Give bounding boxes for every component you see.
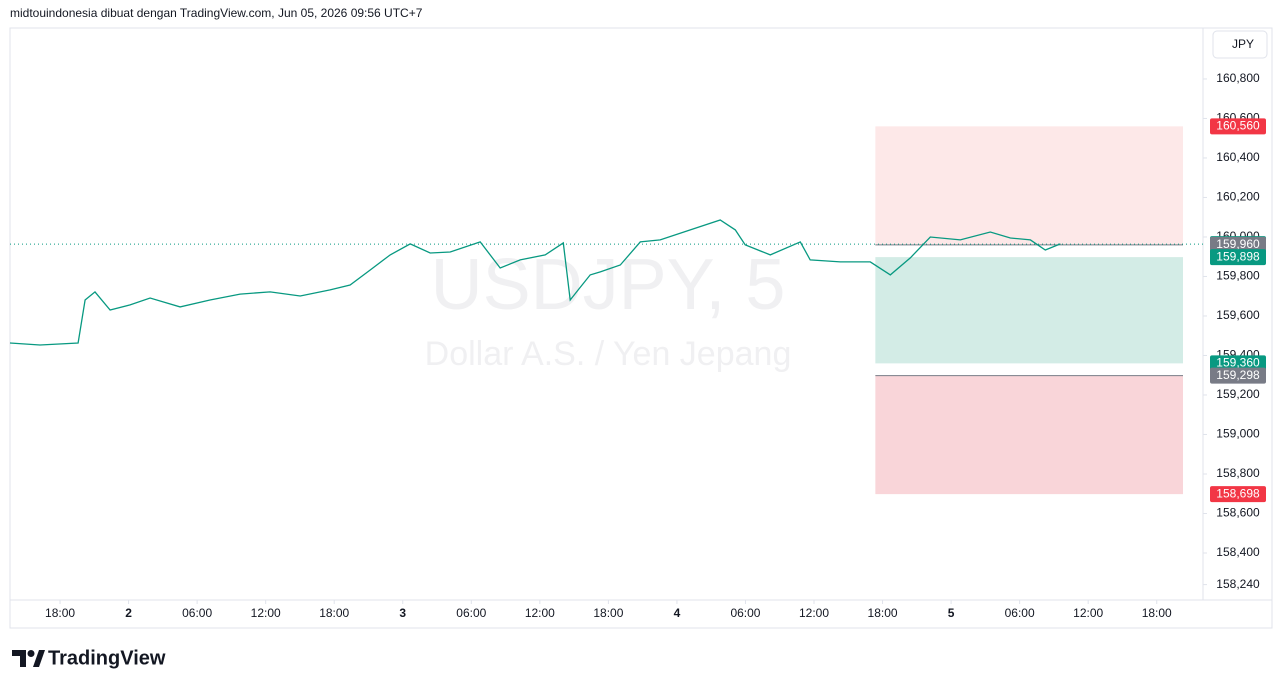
price-label: 160,560	[1216, 119, 1260, 133]
x-tick-label: 18:00	[868, 606, 898, 620]
y-tick-label: 158,240	[1216, 577, 1260, 591]
price-label: 159,960	[1216, 237, 1260, 251]
header: midtouindonesia dibuat dengan TradingVie…	[10, 6, 423, 20]
x-tick-label: 12:00	[1073, 606, 1103, 620]
price-label: 158,698	[1216, 486, 1260, 500]
x-tick-label: 12:00	[799, 606, 829, 620]
y-tick-label: 158,600	[1216, 506, 1260, 520]
brand-logo	[12, 650, 45, 667]
x-tick-label: 06:00	[730, 606, 760, 620]
watermark-name: Dollar A.S. / Yen Jepang	[425, 335, 792, 373]
chart-frame	[9, 27, 1273, 629]
price-label-box	[1210, 486, 1266, 503]
y-tick-label: 159,000	[1216, 427, 1260, 441]
y-tick-label: 159,600	[1216, 308, 1260, 322]
x-tick-label: 06:00	[182, 606, 212, 620]
price-label: 159,360	[1216, 356, 1260, 370]
watermark-symbol: USDJPY, 5	[431, 245, 786, 325]
x-tick-label: 5	[948, 606, 955, 620]
y-tick-label: 158,800	[1216, 466, 1260, 480]
x-tick-label: 18:00	[319, 606, 349, 620]
x-tick-label: 06:00	[456, 606, 486, 620]
y-tick-label: 160,200	[1216, 190, 1260, 204]
x-tick-label: 3	[399, 606, 406, 620]
price-label: 159,898	[1216, 249, 1260, 263]
x-tick-label: 18:00	[45, 606, 75, 620]
position-zone	[875, 126, 1183, 245]
price-label: 159,298	[1216, 368, 1260, 382]
x-tick-label: 18:00	[1142, 606, 1172, 620]
y-tick-label: 159,800	[1216, 269, 1260, 283]
price-label-box	[1210, 355, 1266, 372]
x-tick-label: 06:00	[1005, 606, 1035, 620]
x-tick-label: 18:00	[593, 606, 623, 620]
position-zone	[875, 375, 1183, 495]
brand-name: TradingView	[48, 647, 166, 669]
x-tick-label: 4	[674, 606, 681, 620]
x-tick-label: 2	[125, 606, 132, 620]
price-line	[9, 219, 1061, 346]
price-label-box	[1210, 236, 1266, 253]
price-label-box	[1210, 367, 1266, 384]
price-label-box	[1210, 249, 1266, 266]
currency-label[interactable]: JPY	[1232, 37, 1254, 51]
currency-button[interactable]	[1212, 30, 1268, 59]
y-tick-label: 160,800	[1216, 71, 1260, 85]
price-label-box	[1210, 118, 1266, 135]
y-tick-label: 159,200	[1216, 387, 1260, 401]
y-tick-label: 160,400	[1216, 150, 1260, 164]
plot	[9, 126, 1203, 495]
x-tick-label: 12:00	[251, 606, 281, 620]
x-tick-label: 12:00	[525, 606, 555, 620]
y-tick-label: 158,400	[1216, 545, 1260, 559]
position-zone	[875, 257, 1183, 364]
